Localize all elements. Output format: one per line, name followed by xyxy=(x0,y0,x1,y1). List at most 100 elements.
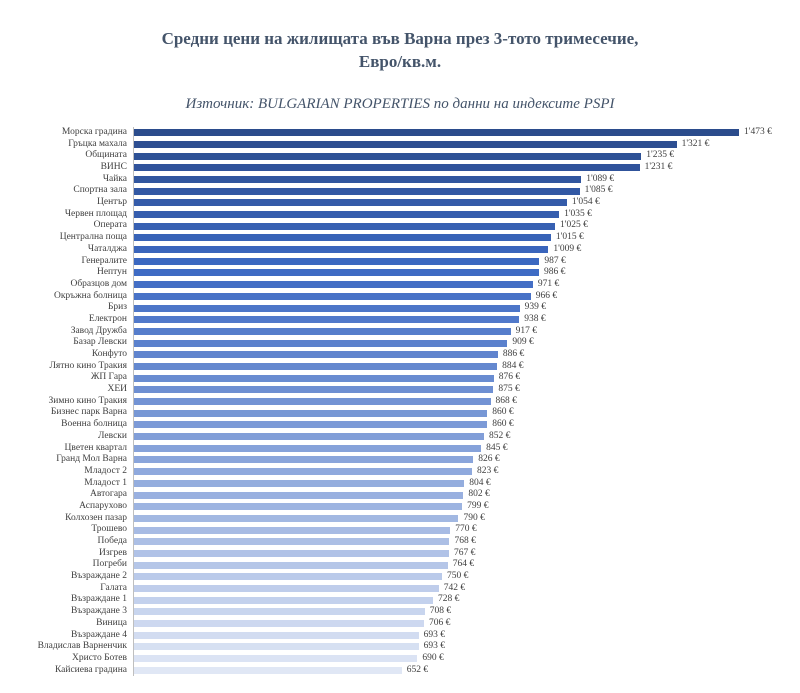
category-label: Чаталджа xyxy=(87,243,127,254)
category-label: ВИНС xyxy=(100,162,127,173)
value-label: 1'025 € xyxy=(559,220,588,231)
category-label: Христо Ботев xyxy=(72,652,127,663)
chart-row: Образцов дом 971 € xyxy=(0,278,800,291)
category-label: Морска градина xyxy=(61,126,127,137)
category-label: Операта xyxy=(93,220,127,231)
bar xyxy=(134,374,494,382)
category-label: ЖП Гара xyxy=(90,372,127,383)
bar-track: 1'235 € xyxy=(133,150,800,162)
bar-track: 860 € xyxy=(133,419,800,431)
value-label: 860 € xyxy=(492,419,514,430)
bar xyxy=(134,643,419,651)
bar xyxy=(134,257,540,265)
value-label: 1'085 € xyxy=(584,185,613,196)
value-label: 966 € xyxy=(535,290,558,301)
chart-row: Базар Левски 909 € xyxy=(0,337,800,349)
chart-row: Електрон 938 € xyxy=(0,313,800,326)
bar xyxy=(134,514,459,522)
value-label: 909 € xyxy=(512,337,534,348)
category-label: Изгрев xyxy=(99,547,127,558)
chart-row: Аспарухово 799 € xyxy=(0,500,800,513)
bar xyxy=(134,129,739,137)
value-label: 987 € xyxy=(544,255,566,266)
category-label: Възраждане 3 xyxy=(70,606,127,617)
value-label: 826 € xyxy=(478,454,500,465)
category-label: Общината xyxy=(85,150,127,161)
category-label: Център xyxy=(97,197,127,208)
category-label: Погреби xyxy=(92,559,127,570)
bar xyxy=(134,316,520,324)
bar xyxy=(134,292,531,300)
bar-track: 1'054 € xyxy=(133,197,800,209)
bar xyxy=(134,456,474,464)
category-label: ХЕИ xyxy=(107,384,127,395)
chart-row: Гръцка махала 1'321 € xyxy=(0,138,800,151)
value-label: 706 € xyxy=(428,617,451,628)
bar xyxy=(134,468,473,476)
category-label: Цветен квартал xyxy=(64,442,127,453)
chart-row: Възраждане 4 693 € xyxy=(0,629,800,642)
category-label: Конфуто xyxy=(91,349,127,360)
chart-row: Операта 1'025 € xyxy=(0,220,800,233)
chart-row: Победа 768 € xyxy=(0,535,800,548)
chart-row: Конфуто 886 € xyxy=(0,348,800,361)
chart-row: Лятно кино Тракия 884 € xyxy=(0,360,800,373)
chart-row: Младост 1 804 € xyxy=(0,477,800,490)
chart-row: Червен площад 1'035 € xyxy=(0,208,800,221)
category-label: Базар Левски xyxy=(73,337,127,348)
bar-track: 1'015 € xyxy=(133,232,800,244)
chart-row: Чайка 1'089 € xyxy=(0,173,800,186)
bar-track: 1'009 € xyxy=(133,243,800,256)
bar xyxy=(134,351,498,359)
chart-row: Чаталджа 1'009 € xyxy=(0,243,800,256)
bar-track: 1'089 € xyxy=(133,173,800,186)
chart-row: Трошево 770 € xyxy=(0,524,800,536)
value-label: 823 € xyxy=(477,465,499,476)
bar xyxy=(134,561,448,569)
bar xyxy=(134,620,424,628)
bar-track: 804 € xyxy=(133,477,800,490)
bar xyxy=(134,655,418,663)
chart-row: Цветен квартал 845 € xyxy=(0,442,800,455)
value-label: 917 € xyxy=(515,325,537,336)
value-label: 868 € xyxy=(495,395,517,406)
value-label: 1'473 € xyxy=(744,126,772,137)
bar xyxy=(134,573,443,581)
bar xyxy=(134,269,539,277)
bar-track: 767 € xyxy=(133,547,800,560)
category-label: Електрон xyxy=(88,313,127,324)
chart-subtitle: Източник: BULGARIAN PROPERTIES по данни … xyxy=(185,95,615,112)
bar-track: 987 € xyxy=(133,255,800,268)
bar xyxy=(134,234,551,242)
chart-row: Автогара 802 € xyxy=(0,489,800,501)
value-label: 804 € xyxy=(469,477,491,488)
bar xyxy=(134,304,520,312)
bar-track: 768 € xyxy=(133,535,800,548)
value-label: 875 € xyxy=(498,384,520,395)
category-label: Чайка xyxy=(102,173,127,184)
category-label: Зимно кино Тракия xyxy=(48,395,127,406)
chart-row: Общината 1'235 € xyxy=(0,150,800,162)
value-label: 1'009 € xyxy=(553,243,582,254)
chart-row: ЖП Гара 876 € xyxy=(0,372,800,384)
bar xyxy=(134,211,560,219)
value-label: 1'235 € xyxy=(646,150,675,161)
bar-track: 1'035 € xyxy=(133,208,800,221)
chart-row: Военна болница 860 € xyxy=(0,419,800,431)
bar xyxy=(134,503,463,511)
category-label: Нептун xyxy=(96,267,127,278)
value-label: 693 € xyxy=(423,629,445,640)
bar-track: 886 € xyxy=(133,348,800,361)
bar xyxy=(134,538,450,546)
value-label: 986 € xyxy=(543,267,566,278)
chart-row: Морска градина 1'473 € xyxy=(0,126,800,139)
value-label: 728 € xyxy=(438,594,460,605)
value-label: 938 € xyxy=(524,313,546,324)
value-label: 690 € xyxy=(422,652,444,663)
category-label: Възраждане 1 xyxy=(70,594,127,605)
value-label: 884 € xyxy=(502,360,524,371)
category-label: Образцов дом xyxy=(70,278,127,289)
bar xyxy=(134,409,488,417)
bar-track: 868 € xyxy=(133,395,800,408)
bar-track: 652 € xyxy=(133,664,800,677)
